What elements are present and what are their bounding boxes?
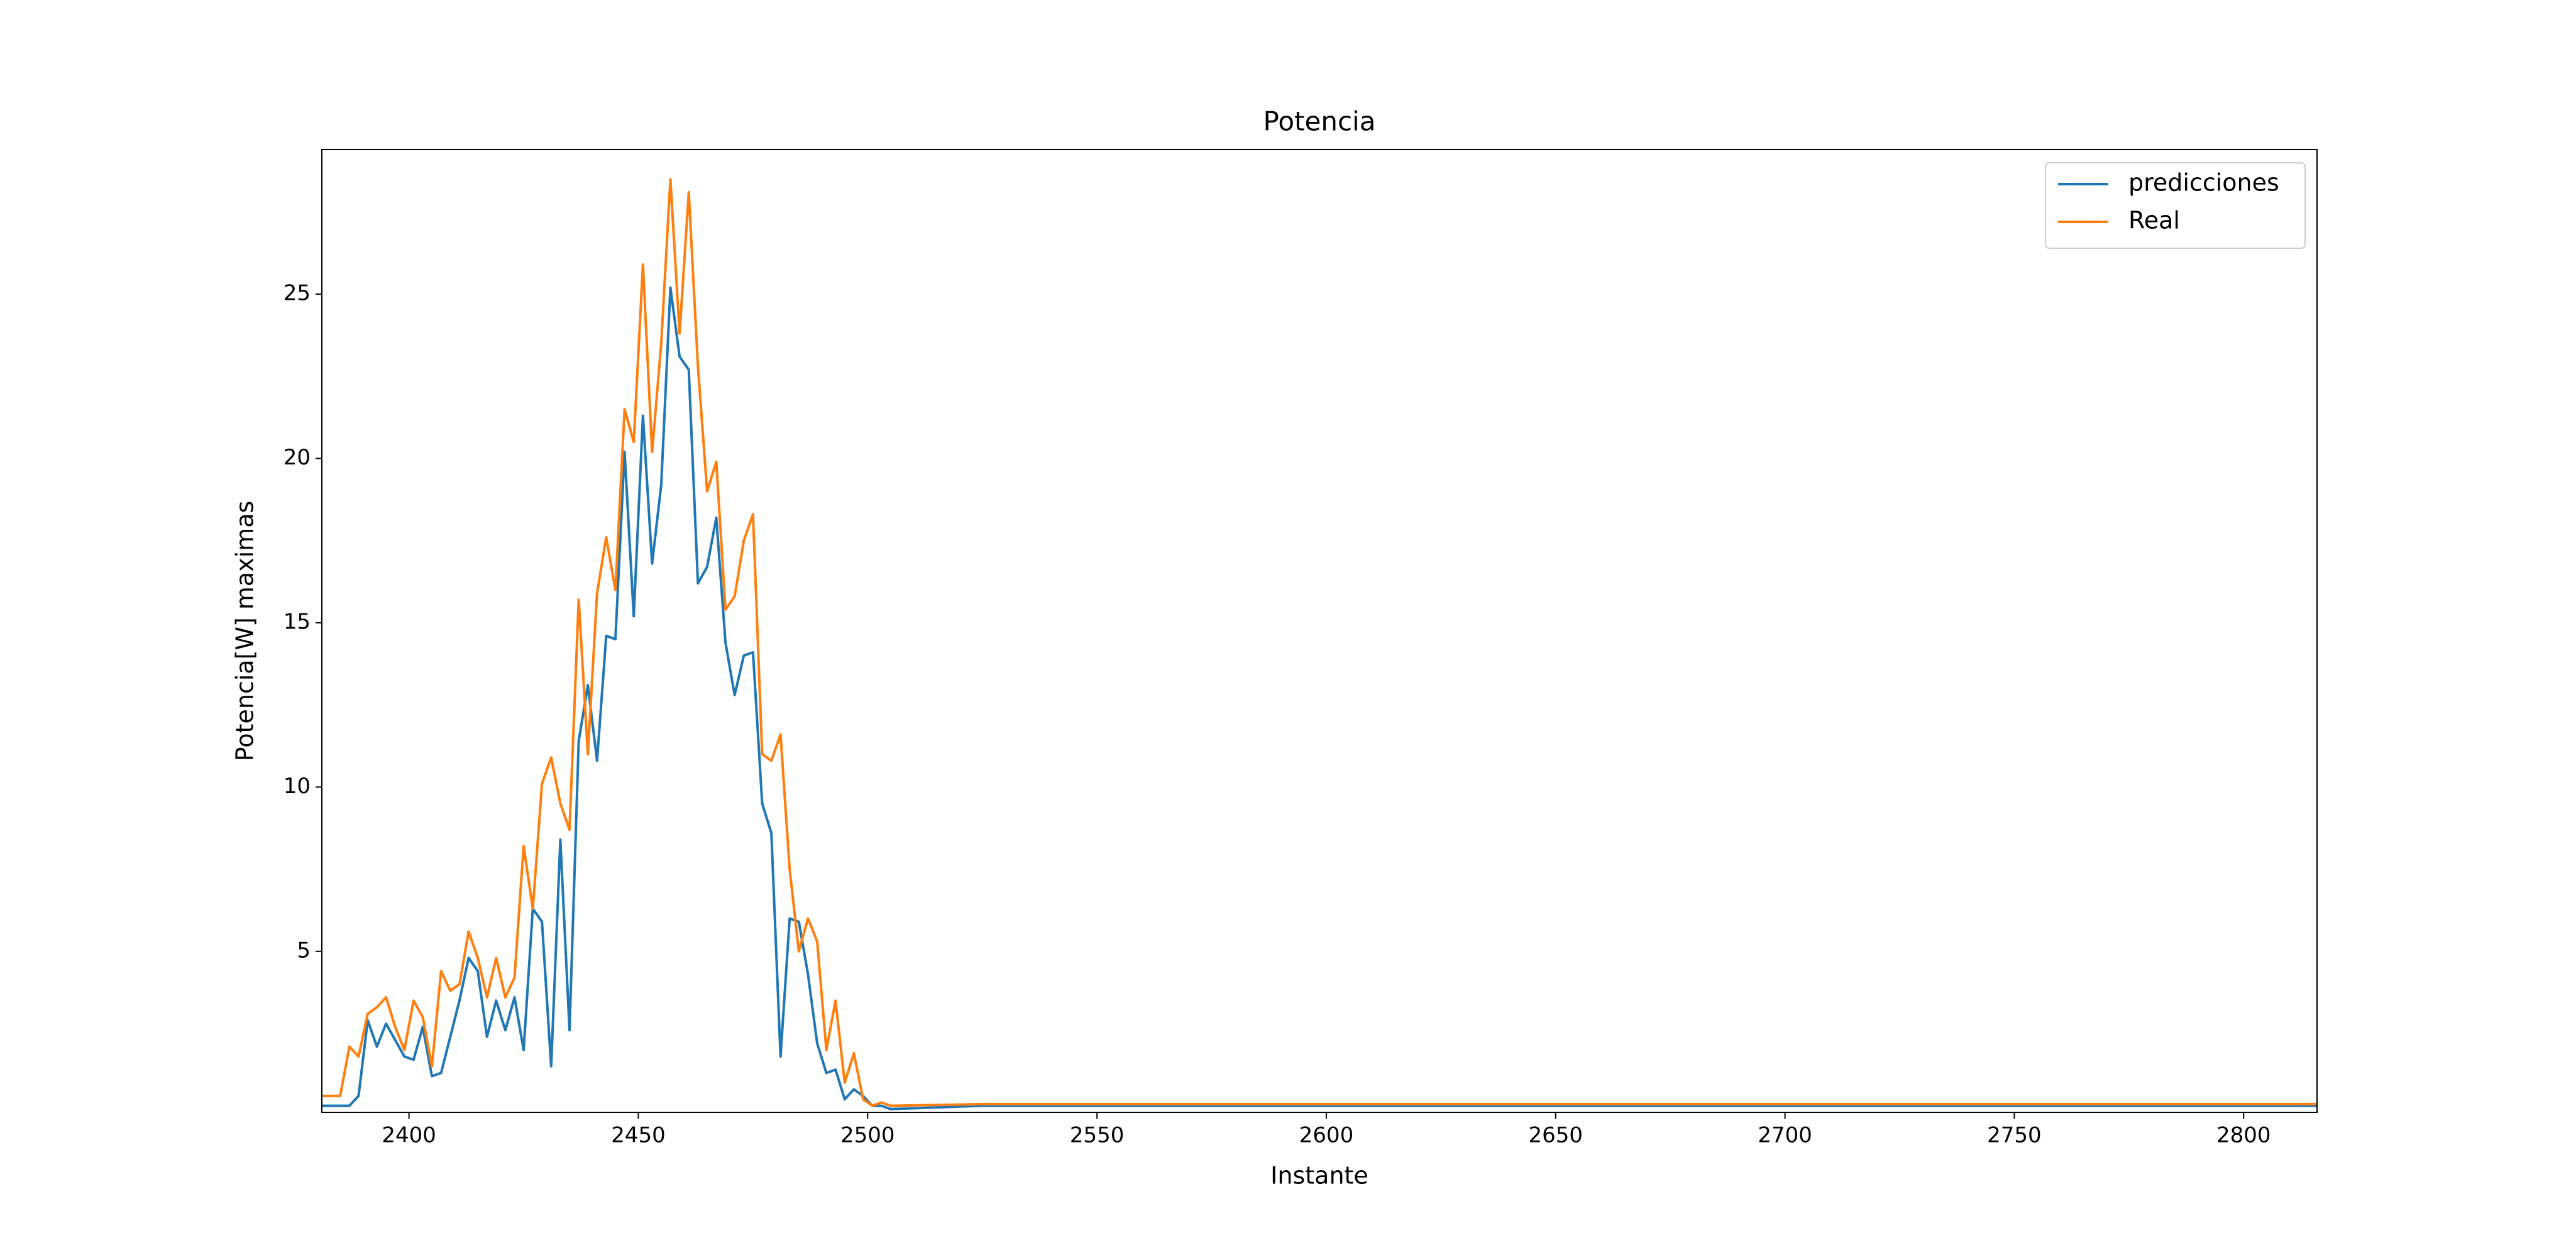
legend-label: Real bbox=[2128, 207, 2180, 234]
series-line bbox=[322, 178, 2317, 1107]
y-tick-label: 15 bbox=[283, 609, 311, 634]
x-tick-label: 2650 bbox=[1529, 1123, 1583, 1148]
x-tick-label: 2750 bbox=[1987, 1123, 2042, 1148]
y-tick-label: 5 bbox=[297, 938, 311, 963]
x-tick-label: 2550 bbox=[1070, 1123, 1125, 1148]
y-tick-label: 25 bbox=[283, 281, 311, 306]
plot-frame bbox=[321, 149, 2318, 1113]
legend-box bbox=[2045, 162, 2306, 249]
chart-title: Potencia bbox=[1263, 106, 1376, 137]
y-axis-label: Potencia[W] maximas bbox=[231, 501, 259, 762]
x-tick-label: 2600 bbox=[1299, 1123, 1354, 1148]
y-tick-label: 10 bbox=[283, 774, 311, 799]
x-axis-label: Instante bbox=[1270, 1162, 1368, 1190]
x-tick-label: 2700 bbox=[1758, 1123, 1812, 1148]
y-tick-label: 20 bbox=[283, 445, 311, 470]
series-line bbox=[322, 286, 2317, 1110]
legend-label: predicciones bbox=[2128, 169, 2279, 197]
x-tick-label: 2400 bbox=[382, 1123, 436, 1148]
x-tick-label: 2800 bbox=[2216, 1123, 2271, 1148]
x-tick-label: 2500 bbox=[840, 1123, 895, 1148]
x-tick-label: 2450 bbox=[611, 1123, 666, 1148]
legend: predicciones Real bbox=[2045, 162, 2306, 249]
